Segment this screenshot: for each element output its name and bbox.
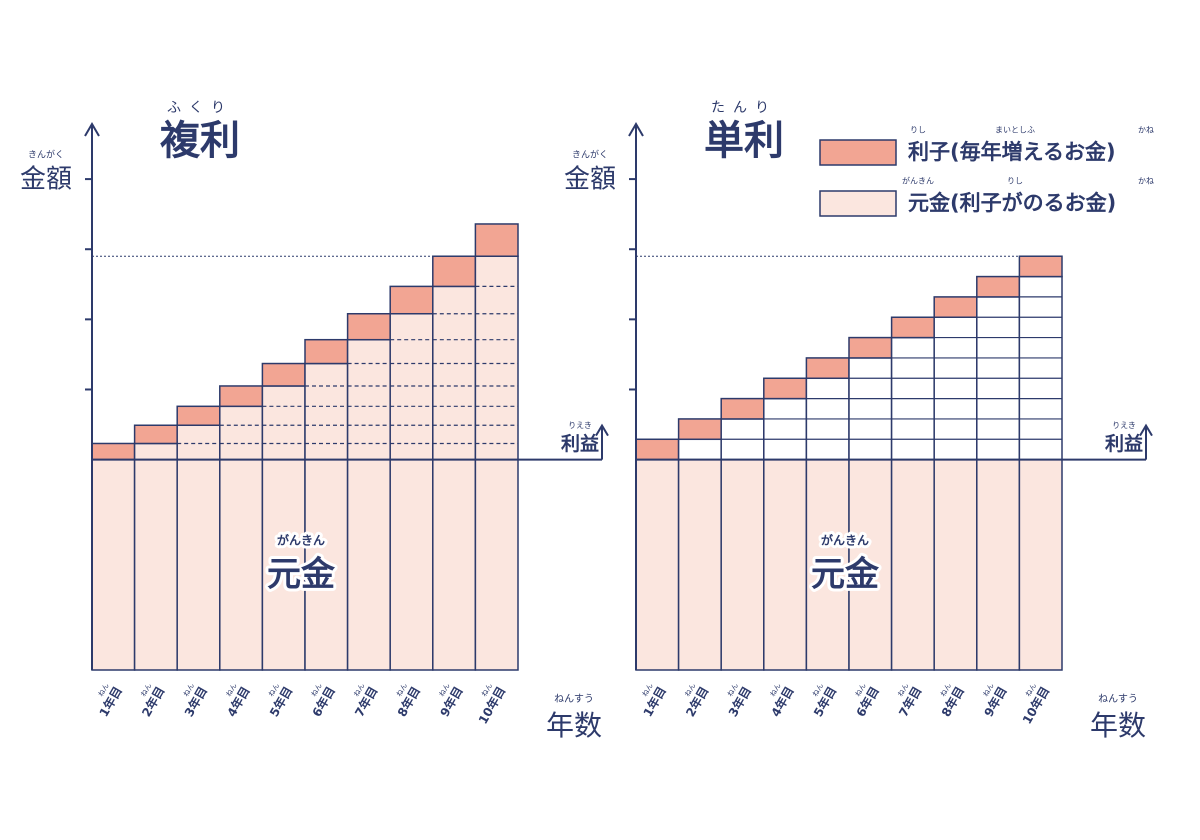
legend-ruby: りし	[910, 126, 926, 135]
center-label: 元金	[267, 555, 336, 595]
bar-segment	[432, 255, 477, 288]
bar-segment	[474, 458, 519, 671]
bar-segment	[176, 458, 221, 671]
axis2-label: 利益	[1105, 432, 1143, 455]
bar-segment	[933, 316, 978, 461]
bar-segment	[635, 458, 680, 671]
legend-swatch	[819, 190, 897, 217]
bar-segment	[933, 458, 978, 671]
bar-segment	[720, 458, 765, 671]
bar-segment	[1018, 255, 1063, 278]
axis2-ruby: りえき	[1112, 421, 1136, 430]
bar-segment	[389, 312, 434, 461]
x-axis-ruby: ねんすう	[1098, 693, 1138, 705]
axis2-label: 利益	[561, 432, 599, 455]
center-ruby: がんきん	[821, 533, 869, 548]
y-axis-ruby: きんがく	[572, 149, 608, 161]
bar-segment	[389, 458, 434, 671]
bar-segment	[91, 442, 136, 461]
bar-segment	[805, 357, 850, 380]
x-axis-label: 年数	[546, 709, 602, 742]
bar-segment	[304, 338, 349, 365]
bar-segment	[304, 362, 349, 461]
bar-segment	[805, 458, 850, 671]
axis2-ruby: りえき	[568, 421, 592, 430]
legend-label: 元金(利子がのるお金)	[908, 191, 1116, 215]
bar-segment	[848, 336, 893, 359]
bar-segment	[432, 458, 477, 671]
profit-arrow	[1139, 423, 1153, 437]
bar-segment	[848, 357, 893, 461]
bar-segment	[976, 275, 1021, 298]
bar-segment	[890, 458, 935, 671]
bar-segment	[346, 458, 391, 671]
title-ruby: ふくり	[167, 100, 233, 116]
bar-segment	[677, 418, 722, 441]
profit-arrow	[595, 423, 609, 437]
bar-segment	[1018, 458, 1063, 671]
y-axis-arrow	[628, 122, 644, 137]
chart-title: 単利	[704, 118, 784, 164]
bar-segment	[933, 296, 978, 318]
y-axis-label: 金額	[20, 165, 72, 195]
y-axis-ruby: きんがく	[28, 149, 64, 161]
legend-ruby: かね	[1138, 126, 1154, 135]
bar-segment	[720, 397, 765, 420]
bar-segment	[304, 458, 349, 671]
bar-segment	[133, 424, 178, 445]
legend-ruby: りし	[1007, 177, 1023, 186]
bar-segment	[261, 385, 306, 461]
bar-segment	[763, 397, 808, 461]
bar-segment	[890, 316, 935, 339]
x-axis-label: 年数	[1090, 709, 1146, 742]
bar-segment	[346, 338, 391, 461]
chart-title: 複利	[160, 118, 240, 164]
bar-segment	[346, 312, 391, 341]
bar-segment	[261, 362, 306, 387]
bar-segment	[848, 458, 893, 671]
bar-segment	[432, 285, 477, 461]
bar-segment	[91, 458, 136, 671]
bar-segment	[176, 405, 221, 426]
legend-ruby: かね	[1138, 177, 1154, 186]
legend-ruby: まいとしふ	[995, 126, 1035, 135]
bar-segment	[176, 424, 221, 461]
bar-segment	[474, 223, 519, 257]
bar-segment	[976, 458, 1021, 671]
bar-segment	[219, 385, 264, 408]
bar-segment	[219, 405, 264, 461]
bar-segment	[763, 458, 808, 671]
x-axis-ruby: ねんすう	[554, 693, 594, 705]
bar-segment	[677, 458, 722, 671]
bar-segment	[635, 438, 680, 461]
bar-segment	[677, 438, 722, 461]
legend-swatch	[819, 139, 897, 166]
center-ruby: がんきん	[277, 533, 325, 548]
bar-segment	[261, 458, 306, 671]
bar-segment	[763, 377, 808, 400]
bar-segment	[219, 458, 264, 671]
title-ruby: たんり	[711, 100, 777, 116]
bar-segment	[1018, 275, 1063, 461]
y-axis-arrow	[84, 122, 100, 137]
legend-label: 利子(毎年増えるお金)	[908, 140, 1116, 164]
bar-segment	[389, 285, 434, 315]
y-axis-label: 金額	[564, 165, 616, 195]
center-label: 元金	[811, 555, 880, 595]
legend-ruby: がんきん	[902, 176, 934, 186]
bar-segment	[133, 442, 178, 461]
bar-segment	[133, 458, 178, 671]
